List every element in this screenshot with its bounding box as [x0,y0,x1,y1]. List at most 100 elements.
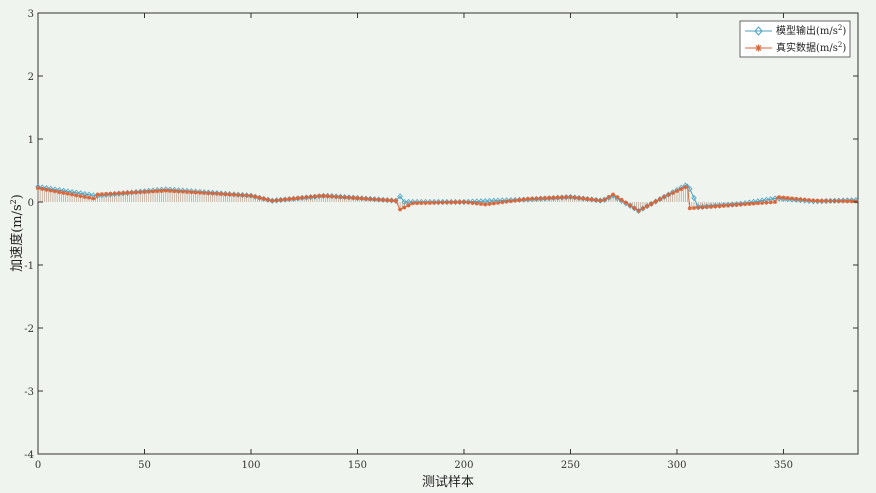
real-data-point [244,193,249,198]
real-data-point [82,194,87,199]
real-data-point [291,196,296,201]
real-data-point [717,204,722,209]
real-data-point [385,198,390,203]
real-data-point [321,193,326,198]
real-data-point [781,195,786,200]
real-data-point [48,188,53,193]
model-output-point [286,196,293,203]
real-data-point [500,200,505,205]
model-output-point [282,196,288,203]
real-data-point [674,188,679,193]
real-data-point [726,203,731,208]
real-data-point [193,190,198,195]
real-data-point [547,195,552,200]
real-data-point [504,199,509,204]
real-data-point [559,195,564,200]
real-data-point [508,199,513,204]
x-tick-label: 50 [138,460,151,471]
real-data-point [359,196,364,201]
real-data-point [598,198,603,203]
real-data-point [163,188,168,193]
real-data-point [594,197,599,202]
legend: 模型输出(m/s2) 真实数据(m/s2) [739,20,851,58]
real-data-point [99,192,104,197]
real-data-point [91,196,96,201]
real-data-point [389,198,394,203]
real-data-point [398,207,403,212]
real-data-point [125,190,130,195]
real-data-point [704,205,709,210]
real-data-point [785,196,790,201]
real-data-point [236,192,241,197]
real-data-point [513,198,518,203]
real-data-point [329,194,334,199]
real-data-point [155,189,160,194]
real-data-point [662,194,667,199]
real-data-point [346,195,351,200]
real-data-point [65,191,70,196]
real-data-point [479,202,484,207]
real-data-point [730,203,735,208]
real-data-point [751,201,756,206]
real-data-point [261,196,266,201]
real-data-point [683,185,688,190]
legend-real-label: 真实数据(m/s2) [776,41,846,54]
real-data-point [517,197,522,202]
real-data-point [151,189,156,194]
real-data-point [419,201,424,206]
x-tick-label: 300 [667,460,686,471]
real-data-point [300,195,305,200]
real-data-point [525,196,530,201]
real-data-point [185,189,190,194]
real-data-point [764,200,769,205]
real-data-point [743,202,748,207]
real-data-point [159,188,164,193]
real-data-point [824,198,829,203]
real-data-point [692,205,696,210]
real-data-point [410,201,415,206]
x-tick-label: 200 [454,460,473,471]
real-data-point [197,190,202,195]
y-tick-label: -3 [24,387,34,398]
real-data-point [270,198,275,203]
real-data-point [568,194,573,199]
real-data-point [87,195,92,200]
real-data-point [146,189,151,194]
real-data-point [649,201,654,206]
real-data-point [772,200,777,204]
real-data-point [606,194,611,199]
real-data-point [738,202,743,207]
legend-real-marker [755,44,762,52]
real-data-point [61,190,66,195]
real-data-point [602,197,607,202]
real-data-point [312,194,317,199]
real-data-point [368,197,373,202]
x-tick-label: 100 [241,460,260,471]
real-data-point [640,206,645,211]
real-data-point [632,206,637,211]
real-data-point [542,196,547,201]
real-data-point [415,201,420,206]
real-data-point [436,200,441,205]
real-data-point [576,195,581,200]
real-data-point [36,186,40,191]
real-data-point [334,194,339,199]
real-data-point [777,195,782,200]
real-data-point [832,199,837,204]
real-data-point [747,201,752,206]
real-data-point [70,192,75,197]
real-data-point [657,197,662,202]
real-data-point [572,195,577,200]
y-axis-ticks: 3 2 1 0 -1 -2 -3 -4 [24,9,858,461]
real-data-point [815,198,820,203]
real-data-point [491,201,496,206]
real-data-point [180,189,185,194]
real-data-point [381,197,386,202]
real-data-point [551,195,556,200]
model-output-point [691,194,697,202]
real-data-point [841,199,846,204]
real-data-point [530,196,535,201]
real-data-point [355,196,360,201]
real-data-point [615,195,620,200]
real-data-point [709,204,714,209]
